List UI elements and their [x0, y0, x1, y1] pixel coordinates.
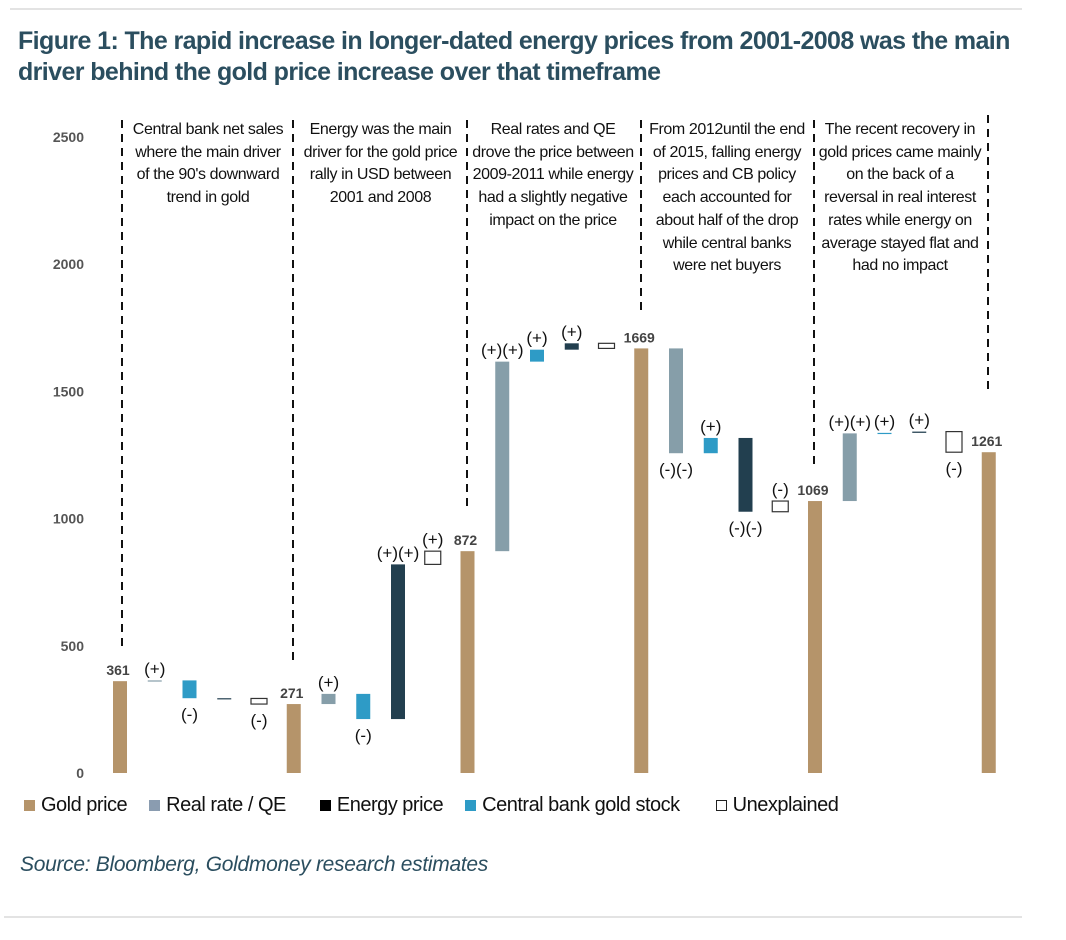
total-label: 361	[106, 662, 130, 678]
real-bar	[669, 348, 683, 454]
energy-bar	[217, 698, 232, 700]
annotation-1: Central bank net sales where the main dr…	[132, 121, 284, 207]
change-label: (+)	[700, 417, 721, 436]
gold-bar	[634, 348, 649, 773]
total-label: 872	[454, 532, 478, 548]
y-tick-label: 0	[76, 765, 84, 781]
energy-swatch	[319, 800, 331, 811]
annotation-3: Real rates and QE drove the price betwee…	[472, 121, 634, 229]
cb-bar	[356, 693, 371, 720]
real-bar	[321, 693, 336, 705]
change-label: (+)	[318, 673, 339, 692]
energy-bar	[912, 431, 927, 433]
annotation-4: From 2012until the end of 2015, falling …	[649, 121, 805, 275]
annotation-5: The recent recovery in gold prices came …	[818, 121, 982, 275]
gold-bar	[808, 501, 822, 773]
change-label: (-)	[181, 705, 198, 724]
real-swatch	[149, 800, 161, 811]
energy-bar	[564, 343, 579, 350]
change-label: (-)(-)	[659, 460, 693, 479]
energy-bar	[391, 564, 405, 720]
unexplained-bar	[945, 430, 963, 453]
gold-bar	[981, 452, 996, 773]
change-label: (+)	[422, 530, 443, 549]
total-label: 1261	[971, 433, 1002, 449]
change-label: (+)	[909, 411, 930, 430]
cb-bar	[703, 437, 718, 454]
cb-bar	[877, 432, 892, 435]
legend-item-cb: Central bank gold stock	[465, 794, 680, 817]
change-label: (-)	[355, 726, 372, 745]
change-label: (-)	[251, 711, 268, 730]
legend-item-energy: Energy price	[319, 794, 444, 817]
y-tick-label: 1000	[53, 511, 84, 527]
energy-bar	[738, 437, 753, 512]
legend-label: Energy price	[336, 794, 444, 816]
gold-bar	[113, 681, 127, 773]
total-label: 1669	[624, 329, 655, 345]
legend-item-unexplained: Unexplained	[715, 794, 839, 817]
change-label: (-)	[772, 480, 789, 499]
total-label: 271	[280, 685, 304, 701]
change-label: (-)(-)	[729, 519, 763, 538]
source-note: Source: Bloomberg, Goldmoney research es…	[20, 853, 488, 876]
unexplained-bar	[424, 550, 442, 565]
real-bar	[495, 361, 510, 552]
annotation-2: Energy was the main driver for the gold …	[303, 121, 458, 207]
gold-bar	[286, 704, 301, 773]
change-label: (+)(+)	[481, 341, 524, 360]
unexplained-bar	[250, 697, 268, 705]
gold-swatch	[24, 800, 35, 811]
cb-swatch	[465, 800, 477, 811]
figure-title: Figure 1: The rapid increase in longer-d…	[18, 27, 1010, 86]
legend-label: Central bank gold stock	[482, 794, 680, 816]
change-label: (-)	[946, 459, 963, 478]
bottom-divider	[4, 916, 1022, 918]
change-label: (+)	[874, 412, 895, 431]
gold-bar	[460, 551, 475, 773]
legend-item-gold: Gold price	[24, 794, 128, 817]
cb-bar	[530, 349, 544, 362]
legend-label: Gold price	[41, 794, 128, 816]
top-divider	[10, 8, 1022, 10]
y-tick-label: 2500	[53, 129, 84, 145]
real-bar	[147, 680, 162, 682]
real-bar	[842, 433, 857, 502]
y-tick-label: 1500	[53, 383, 84, 399]
y-tick-label: 500	[61, 638, 85, 654]
legend-label: Unexplained	[732, 794, 839, 816]
legend: Gold price Real rate / QE Energy price C…	[24, 794, 860, 817]
unexplained-swatch	[715, 800, 727, 811]
unexplained-bar	[597, 342, 616, 350]
change-label: (+)(+)	[829, 412, 872, 431]
legend-label: Real rate / QE	[166, 794, 286, 816]
total-label: 1069	[797, 482, 828, 498]
legend-item-real: Real rate / QE	[149, 794, 286, 817]
change-label: (+)	[144, 659, 165, 678]
change-label: (+)(+)	[377, 543, 420, 562]
cb-bar	[182, 680, 197, 699]
change-label: (+)	[526, 329, 547, 348]
change-label: (+)	[561, 322, 582, 341]
unexplained-bar	[771, 500, 789, 513]
y-tick-label: 2000	[53, 256, 84, 272]
